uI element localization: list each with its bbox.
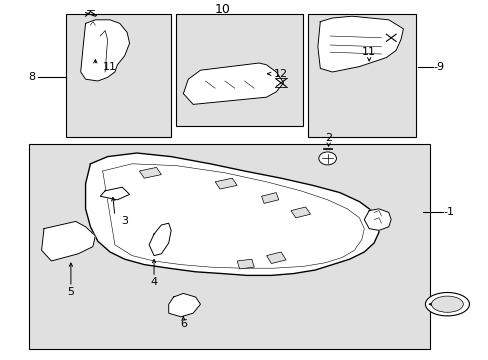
Polygon shape	[266, 252, 285, 264]
Text: 5: 5	[67, 287, 74, 297]
Text: 7: 7	[451, 300, 459, 310]
Text: 11: 11	[102, 62, 117, 72]
Bar	[29, 144, 429, 349]
Polygon shape	[168, 293, 200, 317]
Polygon shape	[237, 259, 254, 269]
Text: 4: 4	[150, 276, 157, 287]
Bar	[66, 14, 171, 137]
Ellipse shape	[430, 296, 462, 312]
Text: -9: -9	[433, 62, 444, 72]
Polygon shape	[139, 167, 161, 178]
Polygon shape	[81, 20, 129, 81]
Polygon shape	[290, 207, 310, 218]
Circle shape	[318, 152, 336, 165]
Text: 2: 2	[325, 132, 331, 143]
Polygon shape	[261, 193, 278, 203]
Polygon shape	[364, 209, 390, 230]
Ellipse shape	[425, 292, 468, 316]
Polygon shape	[149, 223, 171, 256]
Polygon shape	[85, 153, 378, 275]
Text: 6: 6	[180, 319, 186, 329]
Polygon shape	[215, 178, 237, 189]
Polygon shape	[317, 16, 403, 72]
Text: 8: 8	[28, 72, 36, 82]
Polygon shape	[100, 187, 129, 200]
Polygon shape	[183, 63, 283, 104]
Text: 11: 11	[362, 47, 375, 57]
Bar	[176, 14, 303, 126]
Polygon shape	[41, 221, 95, 261]
Bar	[307, 14, 415, 137]
Text: -1: -1	[442, 207, 453, 217]
Text: 10: 10	[214, 3, 230, 15]
Text: 12: 12	[273, 69, 287, 79]
Text: 3: 3	[121, 216, 128, 226]
